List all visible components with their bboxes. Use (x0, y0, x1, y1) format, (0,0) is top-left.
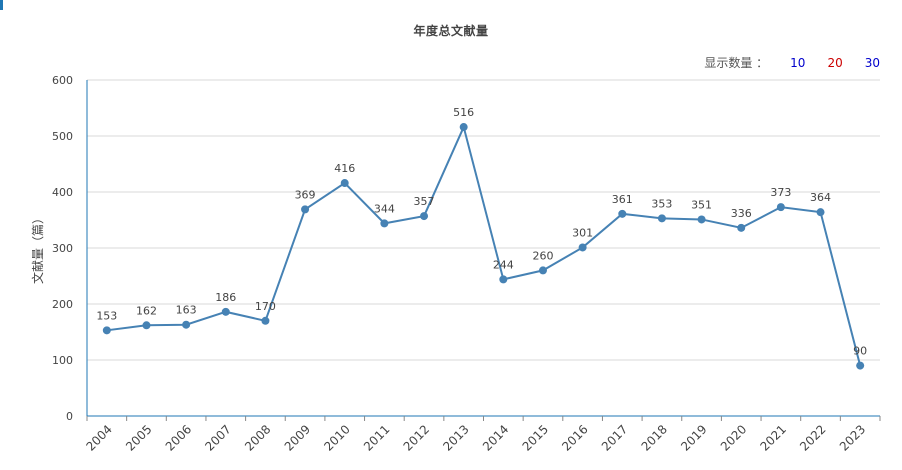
data-label: 90 (853, 345, 867, 358)
count-option-20[interactable]: 20 (827, 56, 843, 70)
x-tick-label: 2014 (480, 422, 511, 453)
data-point (301, 205, 310, 214)
x-tick-label: 2018 (639, 422, 670, 453)
data-label: 162 (136, 304, 157, 317)
chart-title: 年度总文献量 (413, 24, 489, 38)
left-accent-bar (0, 0, 3, 10)
data-point (340, 179, 349, 188)
data-label: 260 (532, 249, 553, 262)
data-point (459, 123, 468, 132)
x-tick-label: 2012 (401, 422, 432, 453)
x-tick-label: 2021 (757, 422, 788, 453)
data-point (142, 321, 151, 330)
data-label: 336 (731, 207, 752, 220)
y-tick-label: 400 (52, 186, 73, 199)
series-line (106, 124, 862, 366)
x-tick-label: 2016 (559, 422, 590, 453)
y-tick-label: 100 (52, 354, 73, 367)
data-label: 353 (651, 197, 672, 210)
data-label: 186 (215, 291, 236, 304)
x-tick-label: 2004 (83, 422, 114, 453)
data-label: 369 (295, 188, 316, 201)
data-point (102, 326, 111, 335)
data-label: 244 (493, 258, 514, 271)
data-label: 170 (255, 300, 276, 313)
data-point (697, 215, 706, 224)
data-label: 516 (453, 106, 474, 119)
x-tick-label: 2005 (123, 422, 154, 453)
data-label: 301 (572, 226, 593, 239)
display-count-label: 显示数量 ： (704, 56, 769, 70)
data-label: 373 (770, 186, 791, 199)
x-tick-label: 2008 (242, 422, 273, 453)
data-label: 361 (612, 193, 633, 206)
count-option-30[interactable]: 30 (864, 56, 880, 70)
x-tick-label: 2022 (797, 422, 828, 453)
display-count-control: 显示数量 ： 10 20 30 (704, 54, 880, 71)
x-tick-label: 2023 (837, 422, 868, 453)
data-label: 357 (414, 195, 435, 208)
data-point (816, 208, 825, 217)
data-label: 344 (374, 202, 395, 215)
data-point (420, 212, 429, 221)
data-label: 153 (96, 309, 117, 322)
data-point (657, 214, 666, 223)
data-point (380, 219, 389, 228)
x-tick-label: 2009 (282, 422, 313, 453)
data-point (856, 361, 865, 370)
x-tick-label: 2006 (163, 422, 194, 453)
x-tick-label: 2013 (440, 422, 471, 453)
x-tick-label: 2007 (202, 422, 233, 453)
y-tick-label: 300 (52, 242, 73, 255)
data-label: 163 (176, 304, 197, 317)
count-option-10[interactable]: 10 (790, 56, 806, 70)
y-tick-label: 200 (52, 298, 73, 311)
x-tick-label: 2017 (599, 422, 630, 453)
x-tick-label: 2011 (361, 422, 392, 453)
data-point (618, 209, 627, 218)
x-tick-label: 2010 (321, 422, 352, 453)
data-point (499, 275, 508, 284)
x-tick-label: 2015 (520, 422, 551, 453)
data-point (776, 203, 785, 212)
data-label: 364 (810, 191, 831, 204)
data-point (538, 266, 547, 275)
x-tick-label: 2020 (718, 422, 749, 453)
data-label: 351 (691, 198, 712, 211)
y-tick-label: 500 (52, 130, 73, 143)
y-tick-label: 600 (52, 74, 73, 87)
y-axis-label: 文献量（篇） (30, 212, 45, 284)
data-point (737, 223, 746, 232)
data-point (221, 307, 230, 316)
data-point (261, 316, 270, 325)
data-point (578, 243, 587, 252)
x-tick-label: 2019 (678, 422, 709, 453)
data-label: 416 (334, 162, 355, 175)
data-point (182, 320, 191, 329)
y-tick-label: 0 (66, 410, 73, 423)
